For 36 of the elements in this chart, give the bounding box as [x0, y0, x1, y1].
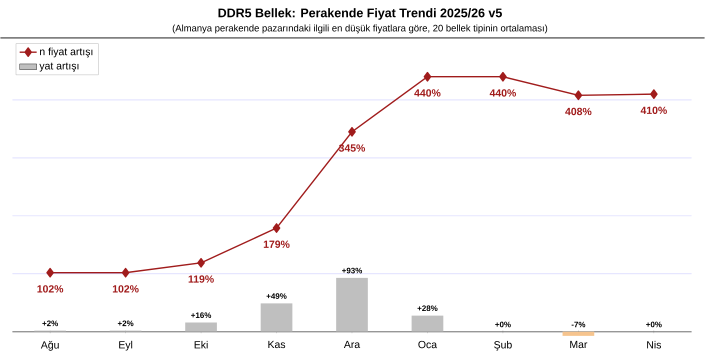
x-tick-label: Ağu [40, 341, 59, 351]
data-label: 119% [188, 276, 214, 283]
x-tick-label: Eki [194, 341, 208, 349]
x-tick-label: Şub [494, 341, 512, 351]
data-label: 440% [490, 89, 516, 97]
point [499, 72, 507, 82]
x-tick-label: Kas [268, 341, 286, 348]
point [272, 223, 280, 234]
bar [336, 278, 368, 332]
data-label: 440% [414, 89, 441, 97]
bar [412, 316, 444, 332]
x-tick-label: Mar [570, 341, 588, 348]
point [197, 258, 205, 268]
x-tick-label: Ara [344, 341, 360, 348]
point [574, 90, 582, 100]
bar [185, 322, 217, 332]
x-tick-label: Nis [647, 341, 662, 349]
legend-label: yat artışı [39, 62, 78, 72]
x-tick-label: Eyl [119, 341, 132, 351]
bar [562, 332, 594, 336]
bar [260, 304, 292, 332]
data-label: 408% [565, 108, 592, 116]
data-label: 102% [37, 285, 64, 293]
data-label: 410% [640, 106, 667, 114]
point [348, 127, 356, 137]
point [46, 268, 54, 278]
legend-label: n fiyat artışı [40, 48, 92, 58]
data-label: 102% [112, 285, 139, 293]
chart-subtitle: (Almanya perakende pazarındaki ilgili en düşük fiyatlara göre, 20 bellek tipinin ortalaması) [172, 24, 548, 34]
point [122, 268, 130, 278]
data-label: 179% [264, 240, 290, 248]
point [424, 72, 432, 82]
x-tick-label: Oca [418, 341, 438, 348]
data-label: 345% [338, 144, 366, 152]
point [650, 89, 658, 100]
chart-title: DDR5 Bellek: Perakende Fiyat Trendi 2025/26 v5 [218, 8, 502, 20]
